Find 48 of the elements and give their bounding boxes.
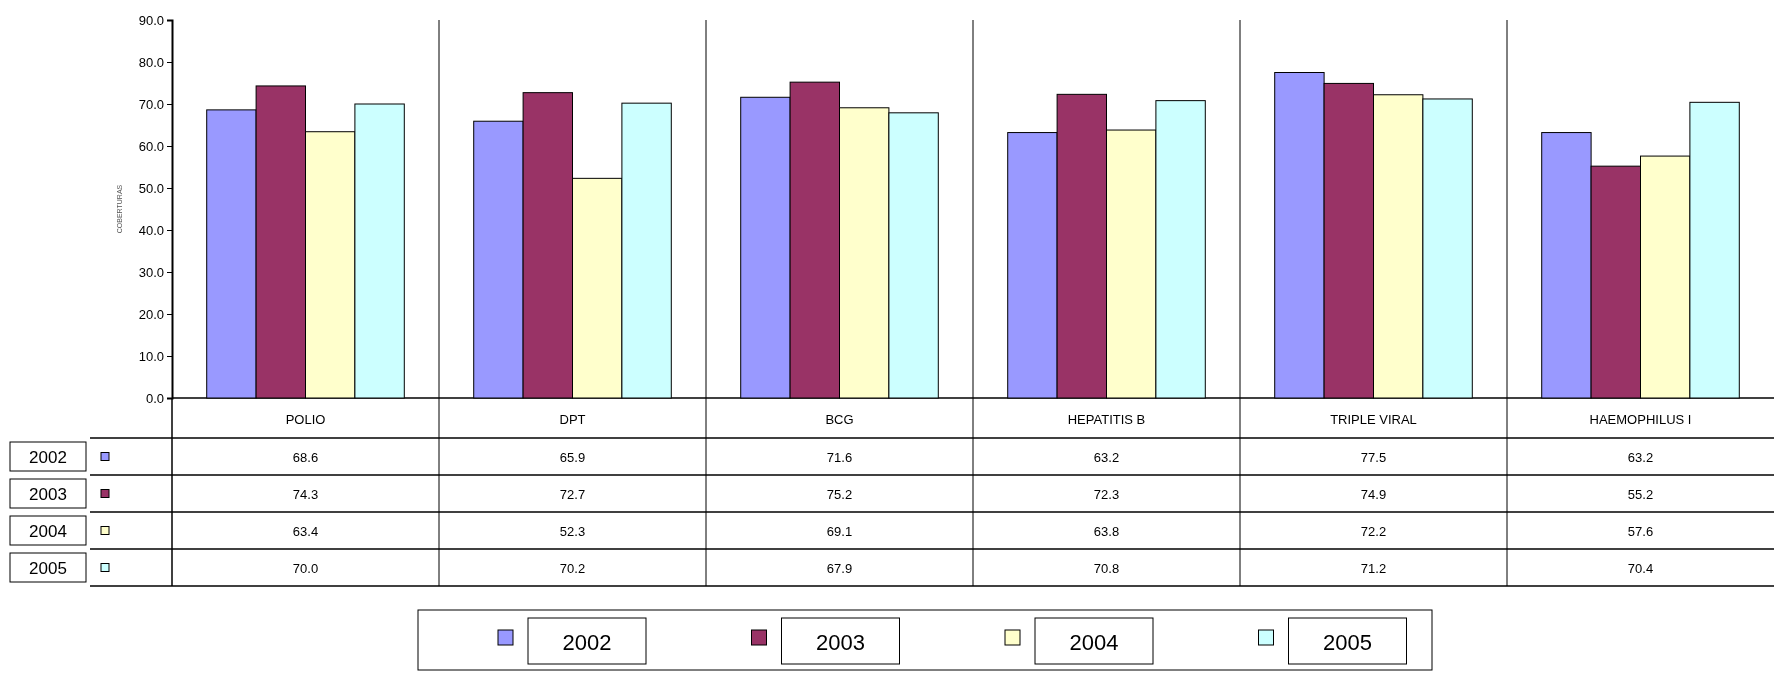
- y-tick-label: 50.0: [138, 180, 164, 196]
- data-label: 63.8: [1093, 523, 1120, 539]
- data-label: 75.2: [826, 486, 853, 502]
- x-tick-label: DPT: [559, 412, 586, 427]
- y-tick-label: 10.0: [138, 348, 164, 364]
- text: 2003: [29, 484, 67, 504]
- legend-label: 2005: [1323, 630, 1372, 655]
- data-label: 63.4: [292, 523, 319, 539]
- text: 2002: [29, 447, 67, 467]
- y-tick-label: 70.0: [138, 96, 164, 112]
- data-label: 55.2: [1627, 486, 1654, 502]
- y-tick-label: 60.0: [138, 138, 164, 154]
- x-tick-label: POLIO: [285, 412, 326, 427]
- text: 2004: [29, 521, 67, 541]
- x-tick-label: HEPATITIS B: [1067, 412, 1146, 427]
- y-tick-label: 90.0: [138, 12, 164, 28]
- data-label: 68.6: [292, 449, 319, 465]
- y-tick-label: 20.0: [138, 306, 164, 322]
- data-label: 74.9: [1360, 486, 1387, 502]
- legend-label: 2003: [816, 630, 865, 655]
- data-label: 71.6: [826, 449, 853, 465]
- data-label: 63.2: [1627, 449, 1654, 465]
- x-tick-label: TRIPLE VIRAL: [1330, 412, 1417, 427]
- text: 2005: [29, 558, 67, 578]
- data-label: 65.9: [559, 449, 586, 465]
- data-label: 63.2: [1093, 449, 1120, 465]
- data-label: 57.6: [1627, 523, 1654, 539]
- data-label: 67.9: [826, 560, 853, 576]
- x-tick-label: BCG: [825, 412, 854, 427]
- data-label: 72.7: [559, 486, 586, 502]
- x-tick-label: HAEMOPHILUS I: [1589, 412, 1692, 427]
- y-tick-label: 0.0: [145, 390, 164, 406]
- legend-label: 2002: [562, 630, 612, 655]
- data-label: 71.2: [1360, 560, 1387, 576]
- data-label: 70.2: [559, 560, 586, 576]
- data-label: 74.3: [292, 486, 319, 502]
- data-label: 69.1: [826, 523, 853, 539]
- data-label: 77.5: [1360, 449, 1387, 465]
- data-label: 72.2: [1360, 523, 1387, 539]
- data-label: 70.4: [1627, 560, 1654, 576]
- y-tick-label: 80.0: [138, 54, 164, 70]
- data-label: 70.8: [1093, 560, 1120, 576]
- data-label: 72.3: [1093, 486, 1120, 502]
- legend-label: 2004: [1069, 630, 1119, 655]
- data-label: 52.3: [559, 523, 586, 539]
- data-label: 70.0: [292, 560, 319, 576]
- y-tick-label: 40.0: [138, 222, 164, 238]
- y-tick-label: 30.0: [138, 264, 164, 280]
